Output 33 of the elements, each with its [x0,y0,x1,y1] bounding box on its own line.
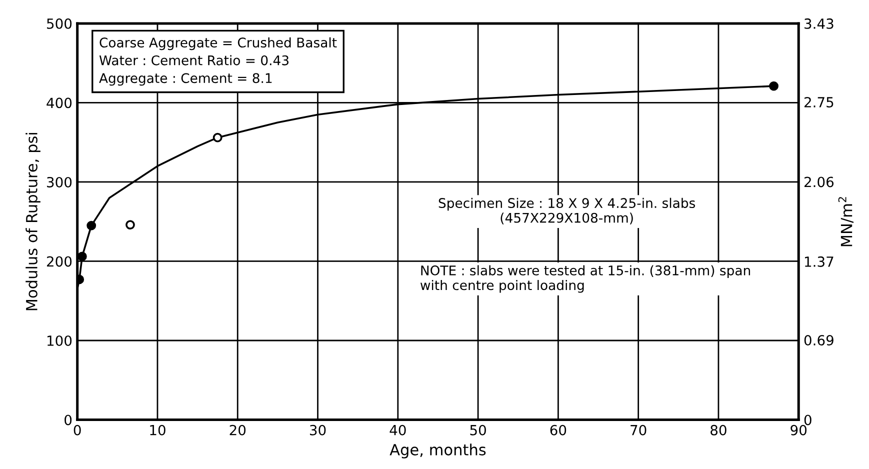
y2-tick-label: 1.37 [805,256,834,267]
y2-tick-label: 2.06 [804,176,834,188]
x-tick-label: 40 [390,424,406,436]
y-axis-title: Modulus of Rupture, psi [26,132,40,310]
y-tick-label: 400 [46,98,72,108]
annotation: Specimen Size : 18 X 9 X 4.25-in. slabs (457X229X108-mm) [438,198,696,224]
point [77,252,87,262]
x-tick-label: 90 [790,424,807,436]
x-tick-label: 0 [74,424,81,436]
x-tick-label: 50 [470,424,486,436]
y2-tick-label: 0 [804,414,812,426]
y-tick-label: 0 [64,414,72,426]
y2-tick-label: 2.75 [804,96,834,108]
x-axis-title: Age, months [390,444,486,458]
point [212,132,222,142]
x-tick-label: 10 [150,424,166,436]
x-tick-label: 30 [310,424,326,436]
y2-tick-label: 0.69 [804,335,834,346]
annotation: NOTE : slabs were tested at 15-in. (381-mm) span with centre point loading [420,265,750,293]
point [126,220,135,230]
y2-tick-label: 3.43 [804,18,834,29]
y2-axis-title: MN/m$^{2}$ [838,197,854,246]
x-tick-label: 80 [710,424,726,436]
y-tick-label: 500 [47,18,72,29]
y-tick-label: 200 [46,256,72,267]
annotation: Coarse Aggregate = Crushed Basalt Water : Cement Ratio = 0.43 Aggregate : Cement = 8.1 [99,37,337,86]
x-tick-label: 20 [230,424,246,436]
x-tick-label: 60 [550,424,566,436]
y-tick-label: 100 [47,335,72,346]
x-tick-label: 70 [630,424,646,436]
y-tick-label: 300 [47,176,72,188]
point [769,81,778,91]
point [86,220,96,230]
